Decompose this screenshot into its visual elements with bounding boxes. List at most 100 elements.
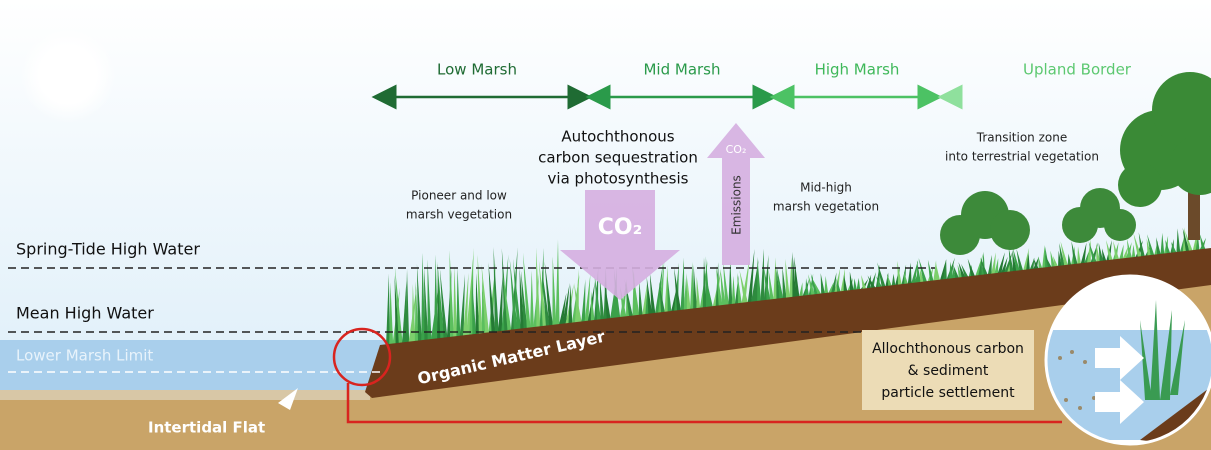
grass-blade bbox=[1118, 244, 1124, 261]
grass-blade bbox=[980, 257, 989, 277]
grass-blade bbox=[1052, 255, 1059, 268]
grass-blade bbox=[493, 246, 499, 334]
mid-high-text: marsh vegetation bbox=[773, 200, 879, 214]
grass-blade bbox=[581, 279, 586, 324]
grass-blade bbox=[683, 272, 688, 312]
grass-blade bbox=[715, 265, 723, 308]
grass-blade bbox=[1096, 243, 1101, 264]
grass-blade bbox=[427, 259, 432, 342]
grass-blade bbox=[658, 260, 665, 315]
grass-blade bbox=[659, 281, 666, 314]
grass-blade bbox=[1067, 253, 1072, 267]
grass-blade bbox=[619, 278, 628, 319]
grass-blade bbox=[820, 273, 826, 296]
grass-blade bbox=[411, 283, 416, 344]
mean-high-label: Mean High Water bbox=[16, 304, 154, 323]
grass-blade bbox=[1060, 241, 1069, 267]
grass-blade bbox=[416, 263, 422, 343]
grass-blade bbox=[654, 262, 664, 315]
grass-blade bbox=[488, 263, 496, 335]
grass-blade bbox=[439, 268, 448, 340]
zone-label: Low Marsh bbox=[437, 61, 517, 79]
grass-blade bbox=[638, 280, 643, 317]
grass-blade bbox=[782, 266, 787, 300]
zone-label: Mid Marsh bbox=[643, 61, 720, 79]
grass-blade bbox=[1016, 248, 1024, 273]
grass-blade bbox=[805, 278, 810, 298]
grass-blade bbox=[967, 258, 976, 278]
grass-blade bbox=[402, 280, 407, 345]
grass-blade bbox=[1042, 244, 1046, 270]
grass-blade bbox=[846, 277, 853, 293]
grass-blade bbox=[568, 284, 573, 325]
grass-blade bbox=[1131, 244, 1136, 260]
grass-blade bbox=[520, 270, 528, 331]
grass-blade bbox=[876, 276, 883, 289]
grass-blade bbox=[830, 272, 837, 295]
grass-blade bbox=[910, 259, 919, 285]
grass-blade bbox=[453, 265, 458, 339]
pioneer-text: marsh vegetation bbox=[406, 208, 512, 222]
spring-tide-label: Spring-Tide High Water bbox=[16, 240, 200, 259]
sequestration-text: carbon sequestration bbox=[538, 149, 698, 167]
grass-blade bbox=[538, 260, 547, 328]
grass-blade bbox=[739, 270, 749, 305]
grass-blade bbox=[866, 274, 872, 291]
grass-blade bbox=[1022, 247, 1030, 272]
grass-blade bbox=[798, 282, 803, 298]
grass-blade bbox=[935, 261, 941, 282]
sequestration-text: Autochthonous bbox=[561, 128, 674, 146]
grass-blade bbox=[502, 274, 512, 332]
grass-blade bbox=[466, 247, 474, 337]
grass-blade bbox=[760, 248, 765, 303]
grass-blade bbox=[459, 274, 466, 338]
zone-label: High Marsh bbox=[815, 61, 900, 79]
grass-blade bbox=[1045, 255, 1053, 269]
grass-blade bbox=[704, 272, 714, 309]
grass-blade bbox=[509, 258, 518, 332]
grass-blade bbox=[789, 257, 794, 300]
grass-blade bbox=[552, 256, 557, 327]
grass-blade bbox=[1113, 240, 1120, 261]
grass-blade bbox=[389, 282, 394, 346]
grass bbox=[386, 227, 1207, 347]
grass-blade bbox=[587, 281, 595, 323]
grass-blade bbox=[853, 278, 858, 292]
grass-blade bbox=[994, 258, 999, 276]
grass-blade bbox=[886, 273, 893, 288]
connector bbox=[346, 383, 1062, 424]
grass-blade bbox=[1071, 240, 1078, 266]
grass-blade bbox=[867, 275, 877, 290]
grass-blade bbox=[421, 252, 426, 342]
grass-blade bbox=[670, 278, 679, 313]
grass-blade bbox=[558, 292, 567, 326]
grass-blade bbox=[424, 267, 429, 342]
organic-layer bbox=[365, 248, 1211, 398]
flat-surface bbox=[0, 388, 370, 400]
grass-blade bbox=[1106, 239, 1114, 262]
pointer bbox=[278, 388, 298, 410]
grass-blade bbox=[449, 250, 454, 339]
grass-blade bbox=[693, 264, 698, 311]
grass-blade bbox=[813, 279, 822, 296]
zoom-circle bbox=[332, 327, 392, 387]
grass-blade bbox=[471, 280, 477, 336]
grass-blade bbox=[776, 266, 784, 301]
grass-blade bbox=[590, 290, 595, 323]
grass-blade bbox=[1147, 234, 1155, 257]
grass-blade bbox=[1098, 242, 1104, 263]
grass-blade bbox=[649, 272, 656, 316]
grass-blade bbox=[918, 258, 928, 284]
grass-blade bbox=[536, 247, 541, 329]
grass-blade bbox=[891, 273, 896, 288]
grass-blade bbox=[513, 258, 522, 331]
grass-blade bbox=[794, 256, 800, 299]
grass-blade bbox=[584, 274, 591, 323]
grass-blade bbox=[849, 271, 854, 292]
grass-blade bbox=[757, 256, 762, 303]
grass-blade bbox=[903, 271, 909, 286]
co2-label: CO₂ bbox=[726, 143, 747, 156]
grass-blade bbox=[824, 275, 829, 295]
grass-blade bbox=[686, 277, 691, 311]
